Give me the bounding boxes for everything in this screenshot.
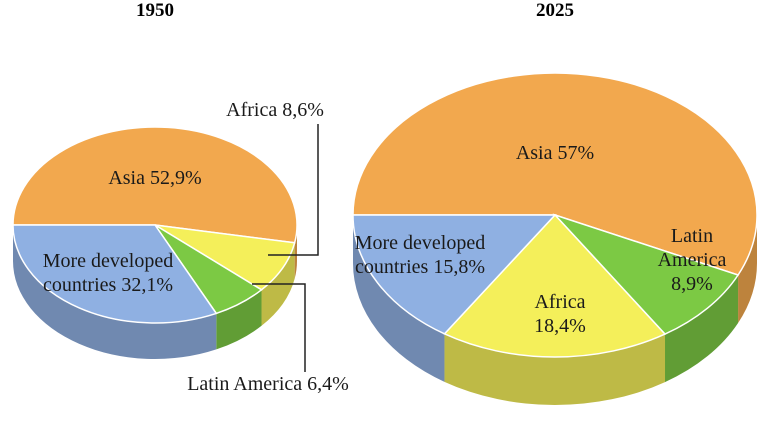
slice-side: [216, 289, 262, 350]
category-label: Asia: [108, 167, 145, 189]
slice: [552, 213, 740, 336]
slice-label: Latin America 8,9%: [647, 224, 737, 296]
value-label: 15,8%: [433, 256, 485, 278]
slice: [352, 72, 758, 276]
slice-label: Asia 52,9%: [55, 166, 255, 190]
category-label: Latin America: [187, 373, 303, 395]
category-label: More developed countries: [354, 232, 486, 278]
value-label: 32,1%: [121, 274, 173, 296]
chart-title: 1950: [136, 0, 174, 21]
slice-label: Latin America 6,4%: [138, 372, 398, 396]
value-label: 52,9%: [150, 167, 202, 189]
chart-title: 2025: [536, 0, 574, 21]
slice-side: [13, 225, 217, 359]
slice-side: [738, 215, 757, 324]
value-label: 8,9%: [671, 273, 713, 295]
leader-line: [268, 124, 319, 256]
slice-label: More developed countries 15,8%: [325, 231, 515, 279]
value-label: 6,4%: [307, 373, 349, 395]
category-label: More developed countries: [42, 250, 174, 296]
value-label: 57%: [557, 142, 595, 164]
slice-side: [353, 215, 445, 382]
leader-line: [252, 283, 306, 372]
slice-side: [665, 275, 739, 383]
slice-label: Asia 57%: [455, 141, 655, 165]
slice-label: More developed countries 32,1%: [8, 249, 208, 297]
value-label: 8,6%: [282, 99, 324, 121]
slice: [12, 224, 218, 324]
category-label: Africa: [534, 291, 586, 313]
slice: [352, 214, 557, 335]
category-label: Africa: [226, 99, 278, 121]
slice-label: Africa 8,6%: [175, 98, 375, 122]
category-label: Latin America: [657, 225, 727, 271]
value-label: 18,4%: [534, 315, 586, 337]
slice-label: Africa 18,4%: [515, 290, 605, 338]
slice: [12, 126, 298, 244]
slice: [443, 213, 667, 358]
category-label: Asia: [515, 142, 553, 164]
